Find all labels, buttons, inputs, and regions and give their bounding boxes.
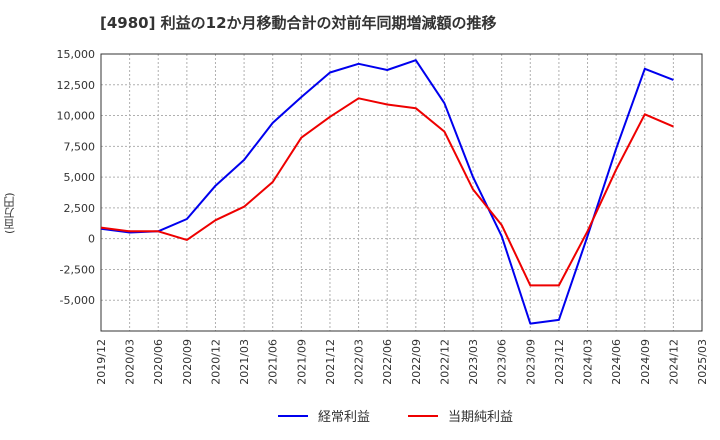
x-tick-label: 2024/03 <box>582 339 595 385</box>
x-tick-label: 2024/12 <box>667 339 680 385</box>
x-tick-label: 2021/06 <box>267 339 280 385</box>
x-tick-label: 2024/09 <box>639 339 652 385</box>
plot-area <box>101 54 702 331</box>
series-line-1 <box>100 59 674 325</box>
plot-border <box>100 53 703 332</box>
x-tick-label: 2020/09 <box>181 339 194 385</box>
x-tick-label: 2020/12 <box>209 339 222 385</box>
y-tick-label: 15,000 <box>57 48 96 61</box>
y-tick-label: 7,500 <box>64 140 96 153</box>
legend-label-series-1: 経常利益 <box>318 410 371 425</box>
chart-title: [4980] 利益の12か月移動合計の対前年同期増減額の推移 <box>100 14 497 32</box>
legend-label-series-2: 当期純利益 <box>448 410 514 425</box>
legend-item-series-2: 当期純利益 <box>408 406 513 425</box>
x-tick-label: 2025/03 <box>696 339 709 385</box>
y-tick-label: 5,000 <box>64 171 96 184</box>
series-line-2 <box>100 97 674 287</box>
y-tick-label: -2,500 <box>60 263 95 276</box>
x-tick-label: 2022/03 <box>353 339 366 385</box>
x-tick-label: 2020/06 <box>152 339 165 385</box>
x-tick-label: 2022/12 <box>438 339 451 385</box>
y-tick-label: -5,000 <box>60 294 95 307</box>
legend-swatch-series-2 <box>408 414 438 417</box>
y-tick-label: 0 <box>88 233 95 246</box>
x-tick-label: 2023/09 <box>524 339 537 385</box>
x-tick-label: 2022/09 <box>410 339 423 385</box>
x-tick-label: 2023/12 <box>553 339 566 385</box>
x-tick-label: 2021/03 <box>238 339 251 385</box>
y-tick-label: 12,500 <box>57 79 96 92</box>
y-tick-label: 10,000 <box>57 110 96 123</box>
x-tick-label: 2023/06 <box>496 339 509 385</box>
x-tick-label: 2021/12 <box>324 339 337 385</box>
x-tick-label: 2019/12 <box>95 339 108 385</box>
x-tick-label: 2021/09 <box>295 339 308 385</box>
x-tick-label: 2024/06 <box>610 339 623 385</box>
x-tick-label: 2020/03 <box>124 339 137 385</box>
legend-swatch-series-1 <box>278 414 308 417</box>
legend-item-series-1: 経常利益 <box>278 406 370 425</box>
x-tick-label: 2022/06 <box>381 339 394 385</box>
y-tick-label: 2,500 <box>64 202 96 215</box>
x-tick-label: 2023/03 <box>467 339 480 385</box>
